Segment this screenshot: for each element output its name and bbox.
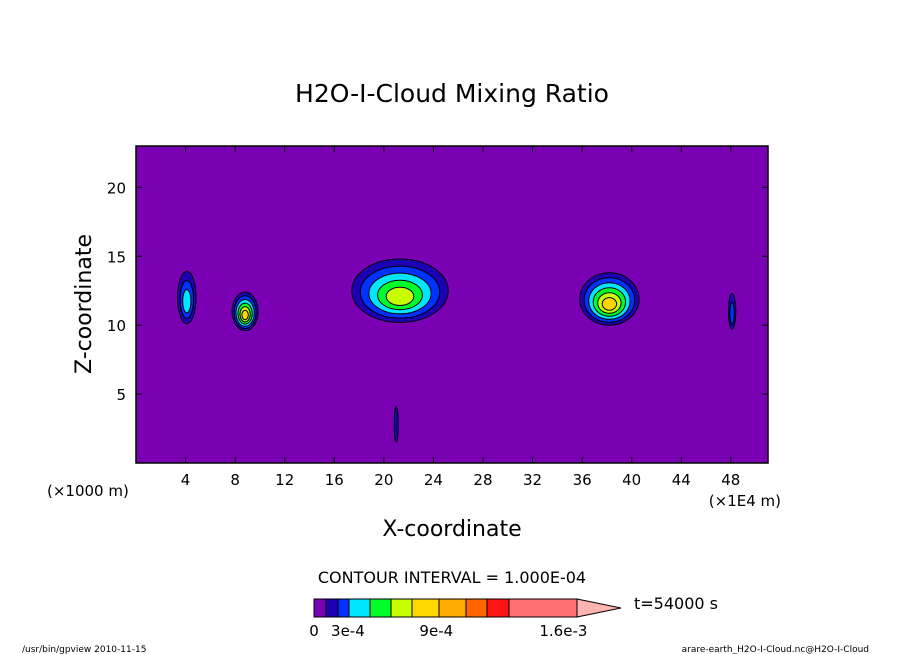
contour-interval: CONTOUR INTERVAL = 1.000E-04 (318, 568, 586, 587)
footer-left: /usr/bin/gpview 2010-11-15 (22, 645, 146, 654)
x-tick-label: 44 (672, 471, 691, 489)
cloud-cell-6-level-1 (393, 406, 399, 443)
y-axis-label: Z-coordinate (72, 234, 97, 374)
colorbar-swatch (337, 598, 350, 618)
x-tick-label: 40 (622, 471, 641, 489)
colorbar-swatch (390, 598, 413, 618)
colorbar-swatch (369, 598, 392, 618)
x-tick-label: 32 (523, 471, 542, 489)
colorbar-swatch (438, 598, 467, 618)
colorbar-labels: 0 3e-4 9e-4 1.6e-3 (309, 622, 587, 640)
x-unit-label: (×1E4 m) (709, 492, 781, 510)
colorbar-label: 1.6e-3 (539, 622, 587, 640)
y-tick-label: 20 (107, 179, 126, 197)
plot-frame (135, 145, 769, 464)
colorbar-label: 9e-4 (419, 622, 453, 640)
y-tick-label: 5 (116, 386, 126, 404)
x-tick-label: 48 (721, 471, 740, 489)
cloud-cell-1-level-3 (182, 289, 192, 314)
time-label: t=54000 s (634, 594, 718, 613)
colorbar-swatch (508, 598, 578, 618)
x-tick-label: 16 (325, 471, 344, 489)
colorbar (313, 598, 622, 618)
x-tick-label: 36 (573, 471, 592, 489)
y-tick-label: 10 (107, 317, 126, 335)
colorbar-swatch (486, 598, 510, 618)
x-tick-label: 8 (230, 471, 240, 489)
cloud-cell-5-level-2 (729, 301, 735, 325)
cloud-cell-3-level-5 (385, 286, 415, 306)
colorbar-swatch (465, 598, 488, 618)
cloud-cell-2-level-6 (241, 309, 249, 321)
cloud-cell-4-level-6 (601, 297, 618, 311)
colorbar-label: 3e-4 (331, 622, 365, 640)
chart-title: H2O-I-Cloud Mixing Ratio (295, 79, 609, 108)
x-tick-label: 20 (374, 471, 393, 489)
cloud-cells (177, 258, 737, 443)
plot-background (136, 146, 768, 463)
colorbar-label: 0 (309, 622, 319, 640)
colorbar-swatch (348, 598, 371, 618)
y-unit-label: (×1000 m) (47, 482, 129, 500)
footer-right: arare-earth_H2O-I-Cloud.nc@H2O-I-Cloud (682, 645, 869, 654)
x-axis-label: X-coordinate (382, 517, 521, 542)
y-axis-ticks: 5 10 15 20 (107, 179, 768, 404)
x-tick-label: 4 (181, 471, 191, 489)
colorbar-swatch (325, 598, 339, 618)
colorbar-swatch (313, 598, 327, 618)
colorbar-swatch (411, 598, 440, 618)
x-tick-label: 28 (473, 471, 492, 489)
x-tick-label: 24 (424, 471, 443, 489)
x-axis-ticks: 4 8 12 16 20 24 28 32 36 40 44 48 (181, 146, 740, 489)
x-tick-label: 12 (275, 471, 294, 489)
y-tick-label: 15 (107, 248, 126, 266)
plot-area (135, 145, 769, 464)
colorbar-overflow-arrow (576, 598, 622, 618)
